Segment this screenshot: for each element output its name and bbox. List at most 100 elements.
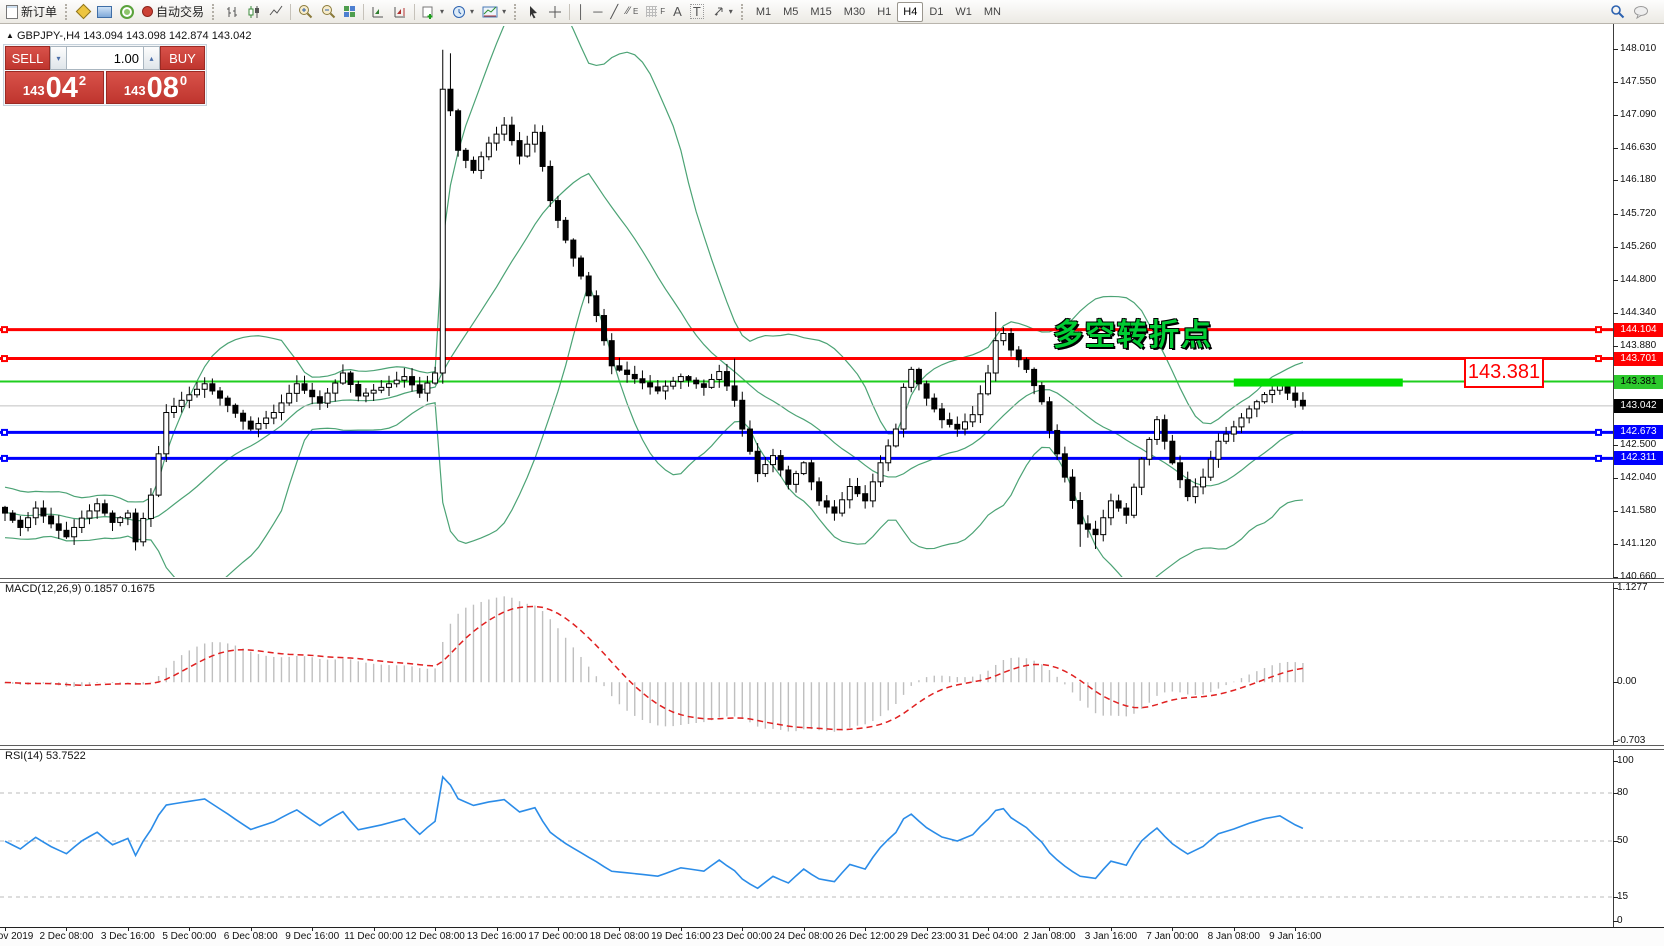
sell-price[interactable]: 143 04 2 <box>5 71 104 104</box>
candle <box>670 380 677 387</box>
crosshair-button[interactable] <box>544 2 566 22</box>
volume-input[interactable] <box>67 46 143 70</box>
collapse-icon[interactable]: ▲ <box>6 31 14 40</box>
new-order-button[interactable]: 新订单 <box>2 2 61 22</box>
timeframe-M30[interactable]: M30 <box>843 5 866 18</box>
symbol-name: GBPJPY-,H4 <box>16 30 81 42</box>
tile-windows-button[interactable] <box>340 2 360 22</box>
candle <box>1292 392 1299 401</box>
templates-button[interactable]: ▾ <box>478 2 510 22</box>
add-indicator-button[interactable]: ▾ <box>418 2 448 22</box>
price-callout-box[interactable]: 143.381 <box>1464 357 1544 388</box>
candle <box>800 462 807 475</box>
horizontal-line-button[interactable]: ─ <box>589 2 606 22</box>
candle <box>370 389 377 394</box>
price-tick-dash <box>1613 345 1618 347</box>
candle <box>432 372 439 384</box>
fibo-channel-button[interactable]: ⁄⁄ E <box>622 2 642 22</box>
history-button[interactable] <box>74 2 93 22</box>
autotrading-button[interactable]: 自动交易 <box>138 2 208 22</box>
current-price-label: 143.042 <box>1614 398 1663 413</box>
chart-shift-button[interactable] <box>389 2 411 22</box>
candle <box>194 388 200 396</box>
volume-up-button[interactable]: ▴ <box>143 46 160 70</box>
candle <box>401 376 408 381</box>
auto-scroll-button[interactable] <box>367 2 389 22</box>
cursor-button[interactable] <box>523 2 544 22</box>
symbol-ohlc: 143.094 143.098 142.874 143.042 <box>83 30 252 42</box>
rsi-tick-dash <box>1613 793 1618 794</box>
zoom-out-button[interactable] <box>317 2 340 22</box>
price-tick-dash <box>1613 180 1618 182</box>
price-line-label-142.673: 142.673 <box>1614 425 1663 440</box>
price-line-label-144.104: 144.104 <box>1614 322 1663 337</box>
price-tick: 140.660 <box>1620 571 1657 583</box>
candle-chart-button[interactable] <box>243 2 265 22</box>
price-tick-dash <box>1613 213 1618 215</box>
candle <box>316 396 323 404</box>
zoom-in-icon <box>299 5 313 19</box>
candle <box>240 412 247 422</box>
trendline-icon: ╱ <box>610 4 619 19</box>
time-label: 29 Nov 2019 <box>0 931 34 942</box>
time-axis[interactable]: 29 Nov 2019 2 Dec 08:00 3 Dec 16:00 5 Dec 0… <box>0 927 1664 946</box>
timeframe-H1[interactable]: H1 <box>877 5 892 18</box>
candle <box>232 404 239 414</box>
rsi-scale-tick: 15 <box>1617 891 1629 902</box>
candle <box>1084 523 1091 530</box>
chart-shift-icon <box>394 6 406 17</box>
buy-button[interactable]: BUY <box>159 46 205 70</box>
timeframe-W1[interactable]: W1 <box>955 5 972 18</box>
chart-window-button[interactable] <box>93 2 116 22</box>
timeframe-MN[interactable]: MN <box>983 5 1001 18</box>
trendline-button[interactable]: ╱ <box>606 2 622 22</box>
chat-button[interactable] <box>1629 2 1654 22</box>
rsi-name: RSI(14) <box>5 750 43 762</box>
timeframe-M5[interactable]: M5 <box>783 5 799 18</box>
fibo-grid-button[interactable]: F <box>642 2 669 22</box>
candle <box>816 481 823 502</box>
candle <box>301 383 308 391</box>
time-tick <box>1110 928 1112 931</box>
search-button[interactable] <box>1606 2 1629 22</box>
price-tick-dash <box>1613 577 1618 579</box>
volume-down-button[interactable]: ▾ <box>50 46 67 70</box>
price-tick-dash <box>1613 115 1618 117</box>
arrows-button[interactable]: ▾ <box>708 2 737 22</box>
candle <box>1054 429 1061 455</box>
chart-annotation-text[interactable]: 多空转折点 <box>1053 319 1213 352</box>
timeframe-D1[interactable]: D1 <box>929 5 944 18</box>
candle <box>1146 438 1153 460</box>
price-tick: 146.630 <box>1620 142 1657 154</box>
rsi-tick-dash <box>1613 761 1618 762</box>
crosshair-icon <box>549 5 562 18</box>
time-tick <box>680 928 682 931</box>
rsi-line <box>4 775 1304 890</box>
buy-price[interactable]: 143 08 0 <box>106 71 205 104</box>
candle <box>554 200 561 221</box>
candle <box>439 88 446 374</box>
bar-chart-button[interactable] <box>221 2 243 22</box>
sell-button[interactable]: SELL <box>5 46 51 70</box>
periods-button[interactable]: ▾ <box>448 2 478 22</box>
text-button[interactable]: A <box>669 2 686 22</box>
green-trend-bar[interactable] <box>1233 378 1403 387</box>
candle <box>1038 385 1045 403</box>
panel-separator[interactable] <box>0 578 1664 583</box>
panel-separator[interactable] <box>0 745 1664 750</box>
line-chart-button[interactable] <box>265 2 287 22</box>
zoom-in-button[interactable] <box>294 2 317 22</box>
timeframe-H4[interactable]: H4 <box>897 1 924 22</box>
timeframe-M15[interactable]: M15 <box>810 5 832 18</box>
text-label-button[interactable]: T <box>686 2 708 22</box>
candle <box>124 512 131 519</box>
autotrade-icon <box>142 6 154 17</box>
timeframe-M1[interactable]: M1 <box>755 5 772 18</box>
signal-button[interactable] <box>116 2 138 22</box>
vertical-line-button[interactable]: │ <box>573 2 589 22</box>
candle <box>163 412 170 455</box>
time-tick <box>988 928 990 931</box>
candle <box>985 372 992 395</box>
time-tick <box>66 928 68 931</box>
